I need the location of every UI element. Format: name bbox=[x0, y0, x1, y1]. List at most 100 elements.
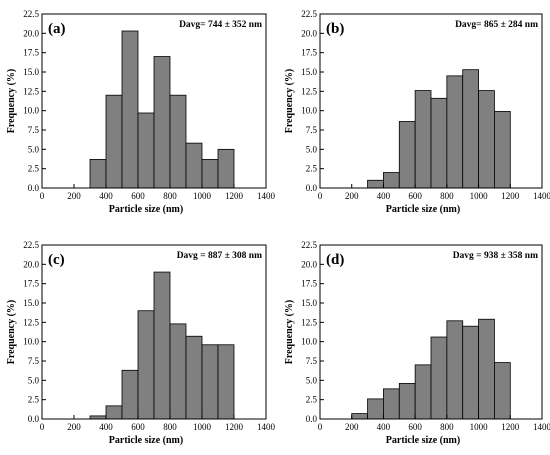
x-tick-label: 200 bbox=[345, 422, 359, 432]
histogram-bar bbox=[153, 56, 171, 189]
histogram-bar bbox=[494, 362, 511, 420]
x-tick-label: 1200 bbox=[501, 191, 520, 201]
histogram-bar bbox=[414, 90, 432, 189]
histogram-bar bbox=[105, 405, 123, 420]
x-tick-label: 800 bbox=[440, 191, 454, 201]
y-axis-label: Frequency (%) bbox=[284, 300, 295, 365]
y-tick-label: 0.0 bbox=[28, 414, 40, 424]
histogram-bar bbox=[430, 97, 448, 189]
y-tick-label: 2.5 bbox=[28, 395, 40, 405]
x-tick-label: 600 bbox=[408, 191, 422, 201]
histogram-bar bbox=[462, 325, 479, 420]
y-tick-label: 2.5 bbox=[28, 164, 40, 174]
plot-frame bbox=[319, 13, 543, 189]
histogram-bar bbox=[137, 310, 155, 420]
y-tick-label: 5.0 bbox=[306, 375, 318, 385]
y-tick-label: 20.0 bbox=[301, 259, 317, 269]
x-axis-label: Particle size (nm) bbox=[109, 204, 183, 215]
mean-size-annotation: Davg= 865 ± 284 nm bbox=[455, 20, 538, 30]
x-tick-label: 1400 bbox=[257, 191, 276, 201]
histogram-bar bbox=[105, 94, 123, 189]
x-axis-label: Particle size (nm) bbox=[386, 204, 460, 215]
histogram-bar bbox=[383, 172, 400, 189]
histogram-bar bbox=[89, 158, 107, 189]
histogram-bar bbox=[446, 75, 464, 189]
histogram-bar bbox=[478, 318, 495, 420]
histogram-panel-d: 0 200 400 600 800 1000 1200 1400 0.0 2.5 5.0 7.5 10.… bbox=[284, 240, 550, 446]
histogram-bar bbox=[169, 323, 187, 420]
histogram-bar bbox=[398, 121, 416, 189]
y-tick-label: 7.5 bbox=[306, 125, 318, 135]
y-tick-label: 22.5 bbox=[301, 9, 317, 19]
x-tick-label: 800 bbox=[163, 422, 177, 432]
histogram-bar bbox=[137, 112, 155, 189]
y-tick-label: 10.0 bbox=[301, 337, 317, 347]
y-tick-label: 20.0 bbox=[23, 259, 39, 269]
panel-label: (a) bbox=[48, 21, 66, 37]
plot-frame bbox=[41, 13, 267, 189]
histogram-panel-a: 0 200 400 600 800 1000 1200 1400 0.0 2.5 5.0 7.5 10.… bbox=[6, 9, 276, 215]
y-tick-label: 5.0 bbox=[28, 375, 40, 385]
x-tick-label: 600 bbox=[131, 422, 145, 432]
y-tick-label: 5.0 bbox=[306, 144, 318, 154]
x-tick-label: 400 bbox=[377, 422, 391, 432]
x-tick-label: 600 bbox=[131, 191, 145, 201]
y-tick-label: 0.0 bbox=[306, 414, 318, 424]
histogram-bar bbox=[169, 94, 187, 189]
x-tick-label: 1000 bbox=[470, 191, 489, 201]
y-tick-label: 12.5 bbox=[301, 86, 317, 96]
y-tick-label: 2.5 bbox=[306, 164, 318, 174]
y-tick-label: 20.0 bbox=[23, 28, 39, 38]
mean-size-annotation: Davg= 744 ± 352 nm bbox=[179, 20, 262, 30]
y-tick-label: 12.5 bbox=[23, 317, 39, 327]
x-tick-label: 400 bbox=[377, 191, 391, 201]
x-tick-label: 1000 bbox=[470, 422, 489, 432]
y-tick-label: 12.5 bbox=[301, 317, 317, 327]
y-tick-label: 5.0 bbox=[28, 144, 40, 154]
histogram-bar bbox=[217, 344, 235, 420]
x-tick-label: 1200 bbox=[225, 191, 244, 201]
y-tick-label: 17.5 bbox=[301, 48, 317, 58]
plot-frame bbox=[41, 244, 267, 420]
y-tick-label: 2.5 bbox=[306, 395, 318, 405]
histogram-bar bbox=[217, 148, 235, 189]
plot-frame bbox=[319, 244, 543, 420]
y-tick-label: 12.5 bbox=[23, 86, 39, 96]
x-tick-label: 1000 bbox=[193, 191, 212, 201]
histogram-bar bbox=[121, 30, 139, 189]
histogram-bar bbox=[430, 336, 448, 420]
x-tick-label: 600 bbox=[408, 422, 422, 432]
y-axis-label: Frequency (%) bbox=[6, 300, 17, 365]
x-tick-label: 1400 bbox=[257, 422, 276, 432]
y-tick-label: 15.0 bbox=[301, 67, 317, 77]
x-tick-label: 1400 bbox=[533, 191, 550, 201]
x-tick-label: 200 bbox=[345, 191, 359, 201]
y-tick-label: 10.0 bbox=[301, 106, 317, 116]
y-tick-label: 17.5 bbox=[23, 48, 39, 58]
y-tick-label: 22.5 bbox=[23, 240, 39, 250]
histogram-bar bbox=[201, 158, 219, 189]
x-axis-label: Particle size (nm) bbox=[386, 435, 460, 446]
y-tick-label: 7.5 bbox=[28, 125, 40, 135]
y-axis-label: Frequency (%) bbox=[6, 69, 17, 134]
x-tick-label: 800 bbox=[440, 422, 454, 432]
histogram-bar bbox=[185, 142, 203, 189]
x-tick-label: 1200 bbox=[501, 422, 520, 432]
histogram-bar bbox=[462, 69, 479, 189]
y-tick-label: 7.5 bbox=[28, 356, 40, 366]
x-tick-label: 800 bbox=[163, 191, 177, 201]
panel-label: (d) bbox=[326, 252, 344, 268]
y-tick-label: 22.5 bbox=[301, 240, 317, 250]
y-tick-label: 17.5 bbox=[301, 279, 317, 289]
histogram-bar bbox=[351, 413, 368, 420]
y-axis-label: Frequency (%) bbox=[284, 69, 295, 134]
panel-label: (c) bbox=[48, 252, 65, 268]
y-tick-label: 20.0 bbox=[301, 28, 317, 38]
histogram-bar bbox=[367, 179, 384, 189]
x-tick-label: 1000 bbox=[193, 422, 212, 432]
x-tick-label: 0 bbox=[318, 422, 323, 432]
y-tick-label: 0.0 bbox=[28, 183, 40, 193]
histogram-bar bbox=[478, 90, 495, 189]
histogram-bar bbox=[201, 344, 219, 420]
